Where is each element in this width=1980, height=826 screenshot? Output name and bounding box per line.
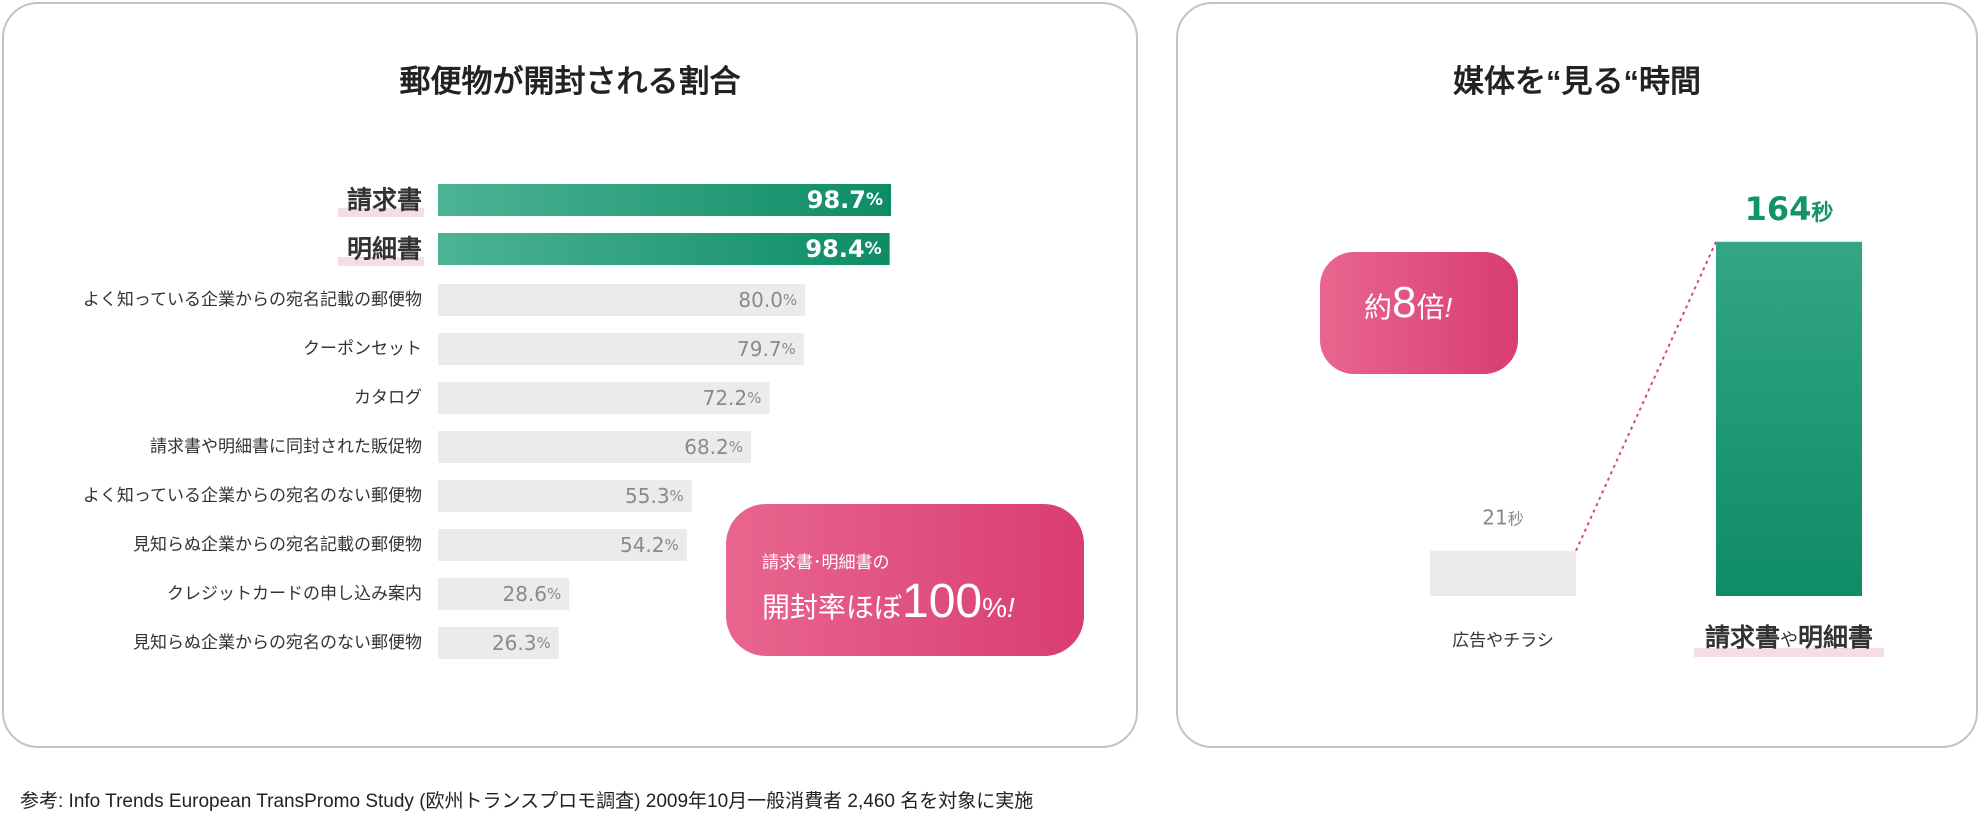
value-label: 26.3% (492, 631, 551, 655)
category-label: クレジットカードの申し込み案内 (167, 584, 422, 604)
bar (438, 284, 806, 316)
label-highlight-marker (338, 208, 424, 217)
open-rate-callout: 請求書･明細書の 開封率ほぼ100%! (726, 504, 1084, 656)
connector-line (1575, 241, 1717, 552)
callout-headline: 開封率ほぼ100%! (762, 574, 1015, 629)
value-label: 80.0% (738, 288, 797, 312)
bar (438, 333, 804, 365)
category-label: よく知っている企業からの宛名のない郵便物 (83, 486, 422, 506)
bar (438, 627, 559, 659)
time-value-label: 164秒 (1745, 190, 1834, 228)
value-label: 54.2% (620, 533, 679, 557)
category-label: 広告やチラシ (1452, 631, 1554, 651)
bar (438, 382, 770, 414)
ratio-callout: 約8倍! (1320, 252, 1518, 374)
callout-headline-number: 100 (902, 575, 983, 628)
label-highlight-marker (338, 257, 424, 266)
bar (438, 578, 570, 610)
category-label: 見知らぬ企業からの宛名のない郵便物 (133, 633, 422, 653)
value-label: 79.7% (737, 337, 796, 361)
bar (438, 480, 692, 512)
category-label: よく知っている企業からの宛名記載の郵便物 (83, 290, 422, 310)
ratio-prefix: 約 (1364, 292, 1393, 323)
category-label: 明細書 (347, 235, 422, 264)
label-highlight-marker (1694, 648, 1884, 657)
category-label: クーポンセット (303, 339, 422, 359)
value-label: 55.3% (625, 484, 684, 508)
callout-headline-exclaim: ! (1007, 592, 1015, 623)
open-rate-chart-title: 郵便物が開封される割合 (399, 64, 741, 99)
highlight-bar (438, 233, 890, 265)
callout-subtext: 請求書･明細書の (762, 553, 890, 572)
category-label: 請求書や明細書 (1705, 623, 1873, 652)
category-label: カタログ (354, 388, 422, 408)
ratio-callout-text: 約8倍! (1364, 278, 1452, 328)
source-footnote: 参考: Info Trends European TransPromo Stud… (20, 791, 1034, 812)
time-value-label: 21秒 (1482, 506, 1523, 530)
bar (438, 529, 687, 561)
bar (438, 431, 752, 463)
ratio-suffix: 倍 (1416, 292, 1445, 323)
category-label: 請求書や明細書に同封された販促物 (150, 437, 422, 457)
open-rate-panel: 郵便物が開封される割合 (2, 2, 1138, 748)
value-label: 98.4% (805, 235, 881, 263)
ratio-number: 8 (1392, 278, 1417, 327)
value-label: 98.7% (807, 186, 883, 214)
viewing-time-chart-title: 媒体を“見る“時間 (1453, 64, 1701, 99)
value-label: 28.6% (502, 582, 561, 606)
value-label: 68.2% (684, 435, 743, 459)
callout-headline-prefix: 開封率ほぼ (762, 592, 903, 623)
flyer-time-bar (1430, 550, 1576, 596)
callout-headline-unit: % (982, 592, 1008, 623)
ratio-exclaim: ! (1444, 292, 1453, 323)
highlight-bar (438, 184, 892, 216)
value-label: 72.2% (703, 386, 762, 410)
invoice-time-bar (1716, 241, 1862, 596)
category-label: 請求書 (347, 186, 422, 215)
open-rate-bar-chart: 請求書 98.7% 明細書 98.4% よく知っている企業からの宛名記載の郵便物 80.0… (83, 184, 892, 659)
category-label: 見知らぬ企業からの宛名記載の郵便物 (133, 535, 422, 555)
